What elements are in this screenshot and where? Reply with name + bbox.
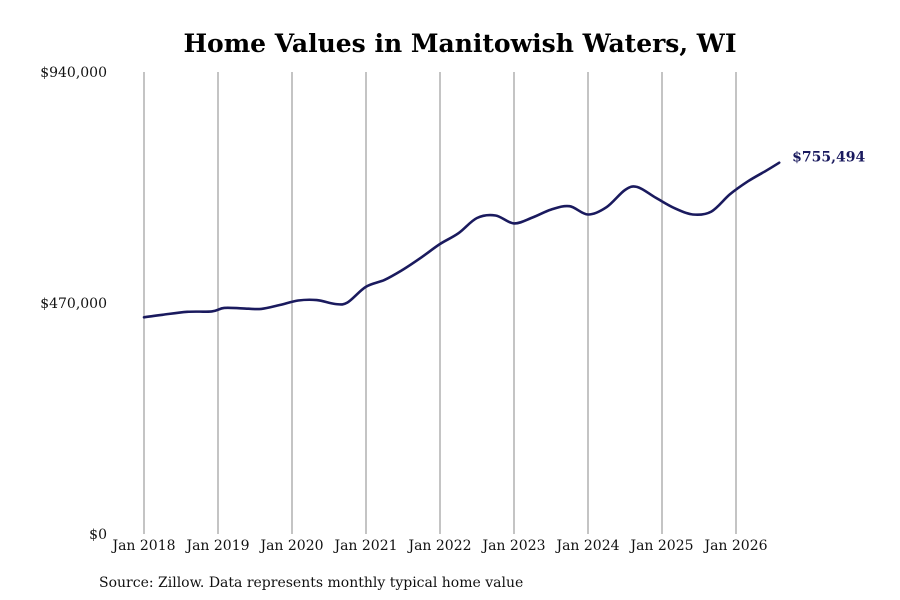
- y-tick-label: $940,000: [40, 65, 107, 81]
- end-value-label: $755,494: [792, 150, 865, 166]
- chart-title: Home Values in Manitowish Waters, WI: [183, 29, 736, 58]
- series-layer: $755,494: [142, 150, 865, 319]
- x-tick-label: Jan 2018: [110, 538, 175, 554]
- x-tick-label: Jan 2019: [184, 538, 249, 554]
- y-tick-label: $0: [89, 527, 107, 543]
- x-tick-label: Jan 2025: [628, 538, 693, 554]
- gridlines: [143, 72, 737, 534]
- x-tick-label: Jan 2026: [702, 538, 767, 554]
- x-tick-label: Jan 2022: [406, 538, 471, 554]
- x-tick-label: Jan 2023: [480, 538, 545, 554]
- y-tick-label: $470,000: [40, 296, 107, 312]
- home-value-line: [142, 161, 781, 319]
- source-note: Source: Zillow. Data represents monthly …: [99, 575, 523, 591]
- x-tick-label: Jan 2024: [554, 538, 619, 554]
- axis-labels: Jan 2018 Jan 2019 Jan 2020 Jan 2021 Jan 2022…: [40, 65, 767, 554]
- x-tick-label: Jan 2020: [258, 538, 323, 554]
- x-tick-label: Jan 2021: [332, 538, 397, 554]
